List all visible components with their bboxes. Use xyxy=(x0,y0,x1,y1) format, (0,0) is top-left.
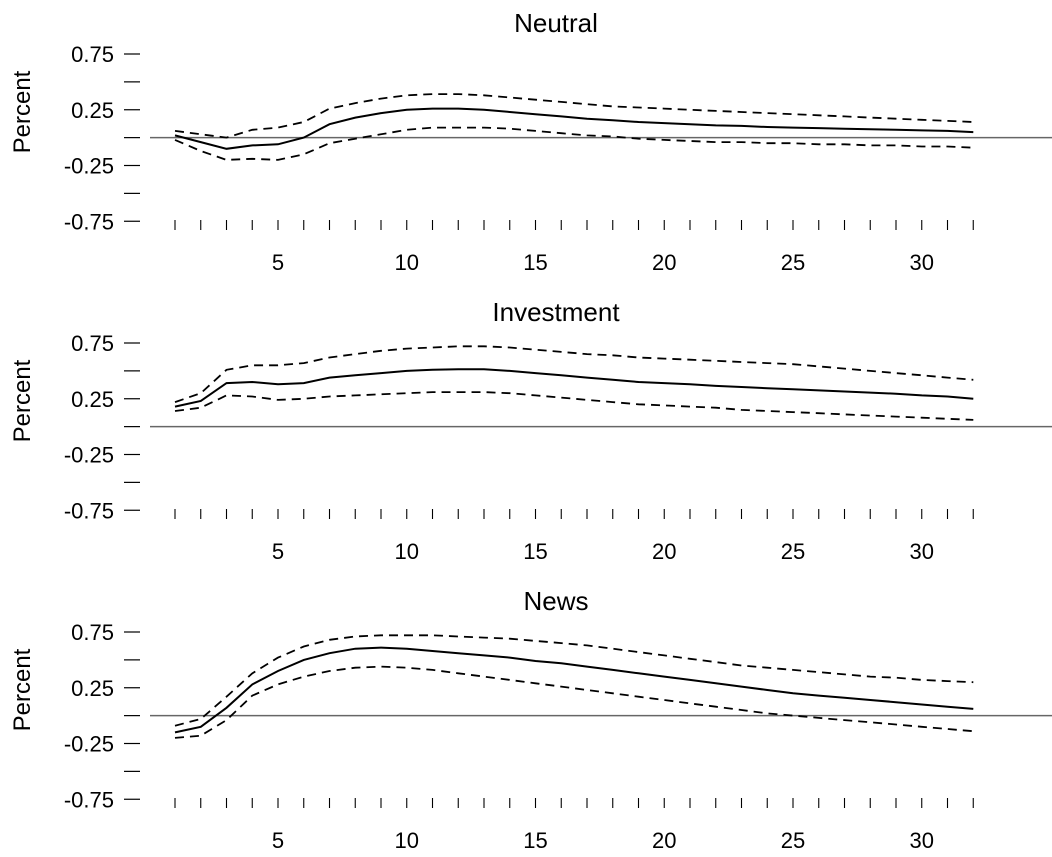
x-tick-label: 5 xyxy=(272,250,284,275)
response-line xyxy=(174,107,974,150)
lower-band-line xyxy=(174,391,974,421)
x-tick-label: 25 xyxy=(781,539,805,564)
x-tick-label: 10 xyxy=(395,828,419,853)
response-line xyxy=(174,368,974,408)
lower-band-line xyxy=(174,126,974,161)
x-tick-label: 20 xyxy=(652,539,676,564)
y-tick-label: 0.75 xyxy=(71,42,114,67)
panel-title-news: News xyxy=(523,586,588,616)
upper-band-line xyxy=(174,345,974,403)
x-tick-label: 30 xyxy=(910,539,934,564)
y-tick-label: 0.75 xyxy=(71,620,114,645)
upper-band-line xyxy=(174,634,974,727)
panel-title-neutral: Neutral xyxy=(514,8,598,38)
x-tick-label: 25 xyxy=(781,828,805,853)
x-tick-label: 15 xyxy=(523,828,547,853)
y-tick-label: 0.25 xyxy=(71,676,114,701)
y-axis-label-investment: Percent xyxy=(9,359,36,442)
x-tick-label: 5 xyxy=(272,539,284,564)
x-tick-label: 30 xyxy=(910,250,934,275)
upper-band-line xyxy=(174,93,974,139)
y-tick-label: -0.25 xyxy=(64,732,114,757)
y-tick-label: 0.25 xyxy=(71,98,114,123)
lower-band-line xyxy=(174,665,974,739)
x-tick-label: 15 xyxy=(523,539,547,564)
x-tick-label: 30 xyxy=(910,828,934,853)
panel-neutral: Neutral Percent 0.75 0.25 -0.25 -0.75 5 10 15 2… xyxy=(9,8,1052,275)
y-tick-label: -0.25 xyxy=(64,443,114,468)
panel-investment: Investment Percent 0.75 0.25 -0.25 -0.75 5 10… xyxy=(9,297,1052,564)
y-tick-label: 0.25 xyxy=(71,387,114,412)
y-tick-label: -0.75 xyxy=(64,498,114,523)
y-axis-label-neutral: Percent xyxy=(9,70,36,153)
panel-news: News Percent 0.75 0.25 -0.25 -0.75 5 10 15 20 25… xyxy=(9,586,1052,853)
x-tick-label: 20 xyxy=(652,250,676,275)
x-tick-label: 25 xyxy=(781,250,805,275)
y-tick-label: -0.75 xyxy=(64,787,114,812)
y-tick-label: -0.25 xyxy=(64,154,114,179)
panel-title-investment: Investment xyxy=(492,297,620,327)
y-tick-label: 0.75 xyxy=(71,331,114,356)
x-tick-label: 20 xyxy=(652,828,676,853)
x-tick-label: 10 xyxy=(395,539,419,564)
y-tick-label: -0.75 xyxy=(64,209,114,234)
x-tick-label: 15 xyxy=(523,250,547,275)
x-tick-label: 10 xyxy=(395,250,419,275)
y-axis-label-news: Percent xyxy=(9,648,36,731)
x-tick-label: 5 xyxy=(272,828,284,853)
response-line xyxy=(174,646,974,734)
